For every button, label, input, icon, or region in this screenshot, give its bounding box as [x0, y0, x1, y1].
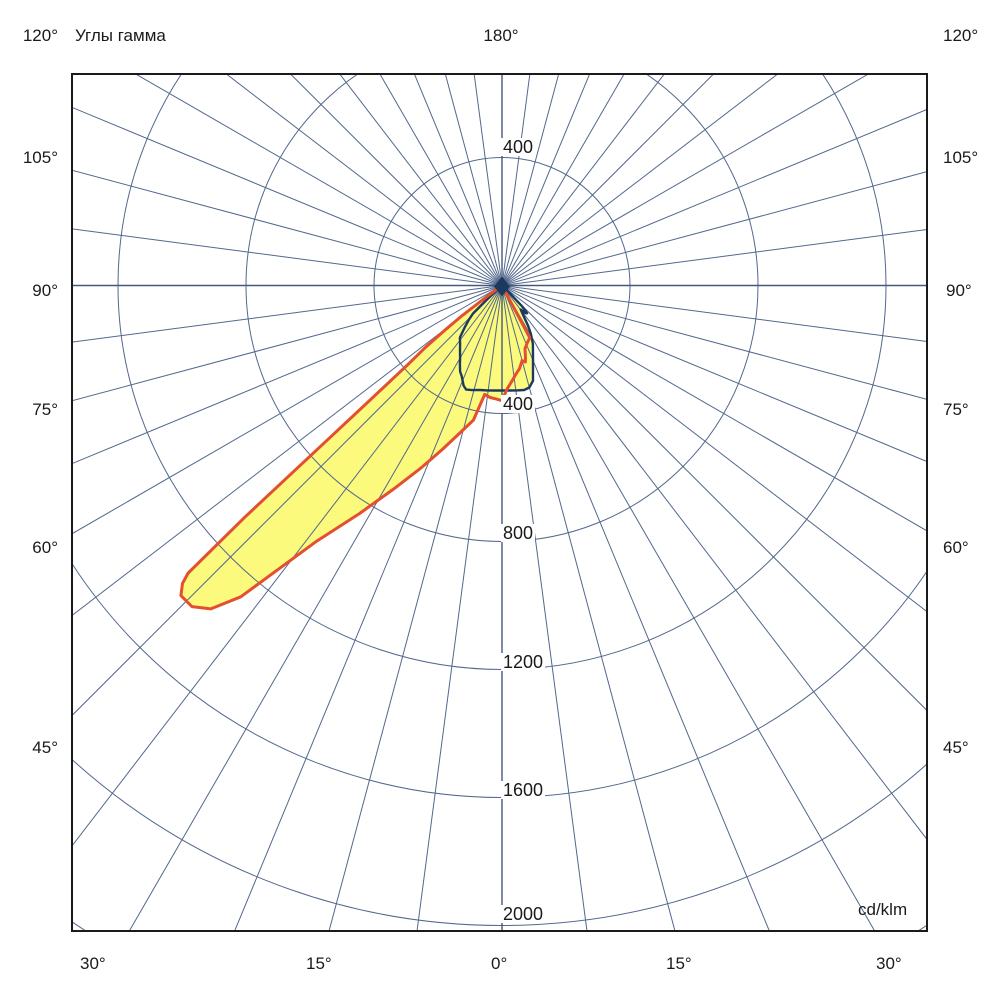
gamma-label-bottom-30-right: 30°	[876, 954, 902, 973]
ring-label-400: 400	[501, 394, 536, 414]
gamma-label-right-75: 75°	[943, 400, 969, 419]
ring-label-800: 800	[501, 523, 536, 543]
ring-label-400-upper: 400	[501, 137, 536, 157]
ring-label-1200: 1200	[501, 652, 546, 672]
gamma-label-bottom-0: 0°	[491, 954, 508, 973]
gamma-label-bottom-30-left: 30°	[80, 954, 106, 973]
gamma-label-top-180: 180°	[483, 26, 519, 45]
gamma-label-right-60: 60°	[943, 538, 969, 557]
gamma-label-bottom-15-left: 15°	[306, 954, 332, 973]
plot-border	[71, 73, 928, 932]
gamma-label-right-90: 90°	[946, 281, 972, 300]
gamma-label-bottom-15-right: 15°	[666, 954, 692, 973]
gamma-label-right-105: 105°	[943, 148, 979, 167]
gamma-label-left-60: 60°	[32, 538, 58, 557]
gamma-label-left-45: 45°	[32, 738, 58, 757]
ring-label-2000: 2000	[501, 904, 546, 924]
ring-label-1600: 1600	[501, 780, 546, 800]
gamma-label-right-45: 45°	[943, 738, 969, 757]
gamma-label-top-left-120: 120°	[22, 26, 58, 45]
gamma-label-left-105: 105°	[22, 148, 58, 167]
page-title: Углы гамма	[75, 26, 166, 45]
unit-label: cd/klm	[858, 900, 908, 919]
gamma-label-left-75: 75°	[32, 400, 58, 419]
gamma-label-left-90: 90°	[32, 281, 58, 300]
gamma-label-top-right-120: 120°	[943, 26, 979, 45]
